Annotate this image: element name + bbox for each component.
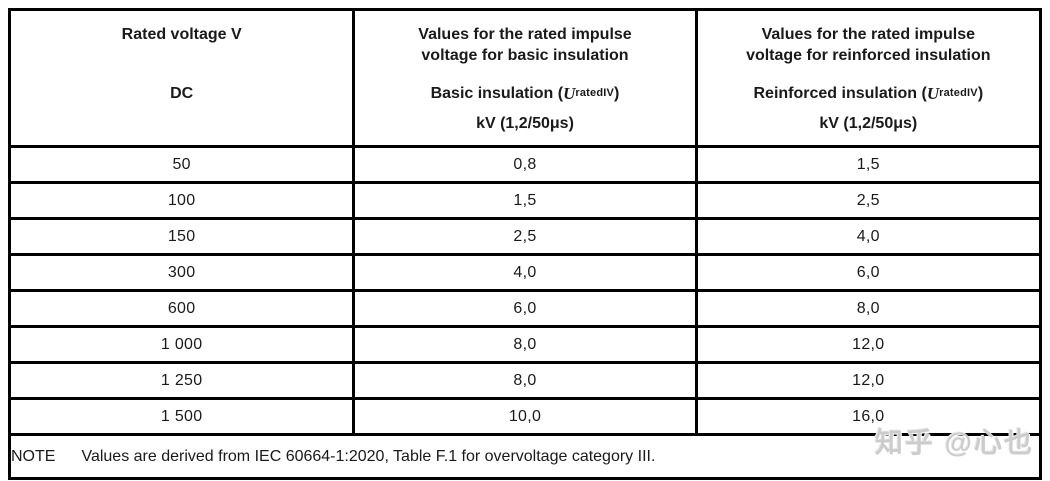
cell-reinforced-value: 6,0 xyxy=(694,253,1043,292)
u-symbol: U xyxy=(926,84,940,103)
cell-rated-voltage: 100 xyxy=(7,181,356,220)
cell-basic-value: 6,0 xyxy=(352,289,698,328)
table-row: 600 6,0 8,0 xyxy=(7,289,1043,328)
header-reinforced-title: Values for the rated impulse voltage for… xyxy=(746,26,991,64)
note-label: NOTE xyxy=(11,447,56,465)
note-cell: NOTE Values are derived from IEC 60664-1:… xyxy=(8,433,1042,480)
cell-reinforced-value: 1,5 xyxy=(694,145,1043,184)
cell-reinforced-value: 2,5 xyxy=(694,181,1043,220)
cell-reinforced-value: 4,0 xyxy=(694,217,1043,256)
cell-reinforced-value: 8,0 xyxy=(694,289,1043,328)
cell-basic-value: 8,0 xyxy=(352,325,698,364)
header-basic-unit: kV (1,2/50μs) xyxy=(476,115,574,132)
cell-rated-voltage: 1 500 xyxy=(7,397,356,436)
cell-basic-value: 4,0 xyxy=(352,253,698,292)
header-dc-label: DC xyxy=(170,85,194,102)
cell-basic-value: 0,8 xyxy=(352,145,698,184)
table-row: 1 500 10,0 16,0 xyxy=(7,397,1043,436)
cell-basic-value: 10,0 xyxy=(352,397,698,436)
table-row: 1 250 8,0 12,0 xyxy=(7,361,1043,400)
u-subscript: ratedIV xyxy=(575,87,615,99)
table-row: 50 0,8 1,5 xyxy=(7,145,1043,184)
impulse-voltage-table: Rated voltage V DC Values for the rated … xyxy=(7,8,1043,480)
cell-rated-voltage: 1 250 xyxy=(7,361,356,400)
cell-basic-value: 2,5 xyxy=(352,217,698,256)
table-note-row: NOTE Values are derived from IEC 60664-1:… xyxy=(8,433,1042,480)
header-basic-title: Values for the rated impulse voltage for… xyxy=(418,26,632,64)
u-symbol: U xyxy=(563,84,576,103)
cell-rated-voltage: 1 000 xyxy=(7,325,356,364)
u-subscript: ratedIV xyxy=(939,87,978,99)
note-text: Values are derived from IEC 60664-1:2020… xyxy=(81,447,656,465)
header-rated-voltage-title: Rated voltage V xyxy=(121,26,242,43)
cell-rated-voltage: 600 xyxy=(7,289,356,328)
header-reinforced-insulation: Values for the rated impulse voltage for… xyxy=(694,8,1043,148)
cell-reinforced-value: 16,0 xyxy=(694,397,1043,436)
cell-reinforced-value: 12,0 xyxy=(694,325,1043,364)
cell-rated-voltage: 300 xyxy=(7,253,356,292)
cell-basic-value: 1,5 xyxy=(352,181,698,220)
table-row: 1 000 8,0 12,0 xyxy=(7,325,1043,364)
table-row: 150 2,5 4,0 xyxy=(7,217,1043,256)
header-rated-voltage: Rated voltage V DC xyxy=(7,8,356,148)
header-basic-insulation: Values for the rated impulse voltage for… xyxy=(352,8,698,148)
header-reinforced-unit: kV (1,2/50μs) xyxy=(819,115,918,132)
cell-rated-voltage: 150 xyxy=(7,217,356,256)
cell-basic-value: 8,0 xyxy=(352,361,698,400)
table-row: 300 4,0 6,0 xyxy=(7,253,1043,292)
table-row: 100 1,5 2,5 xyxy=(7,181,1043,220)
cell-rated-voltage: 50 xyxy=(7,145,356,184)
cell-reinforced-value: 12,0 xyxy=(694,361,1043,400)
table-header-row: Rated voltage V DC Values for the rated … xyxy=(7,8,1043,148)
